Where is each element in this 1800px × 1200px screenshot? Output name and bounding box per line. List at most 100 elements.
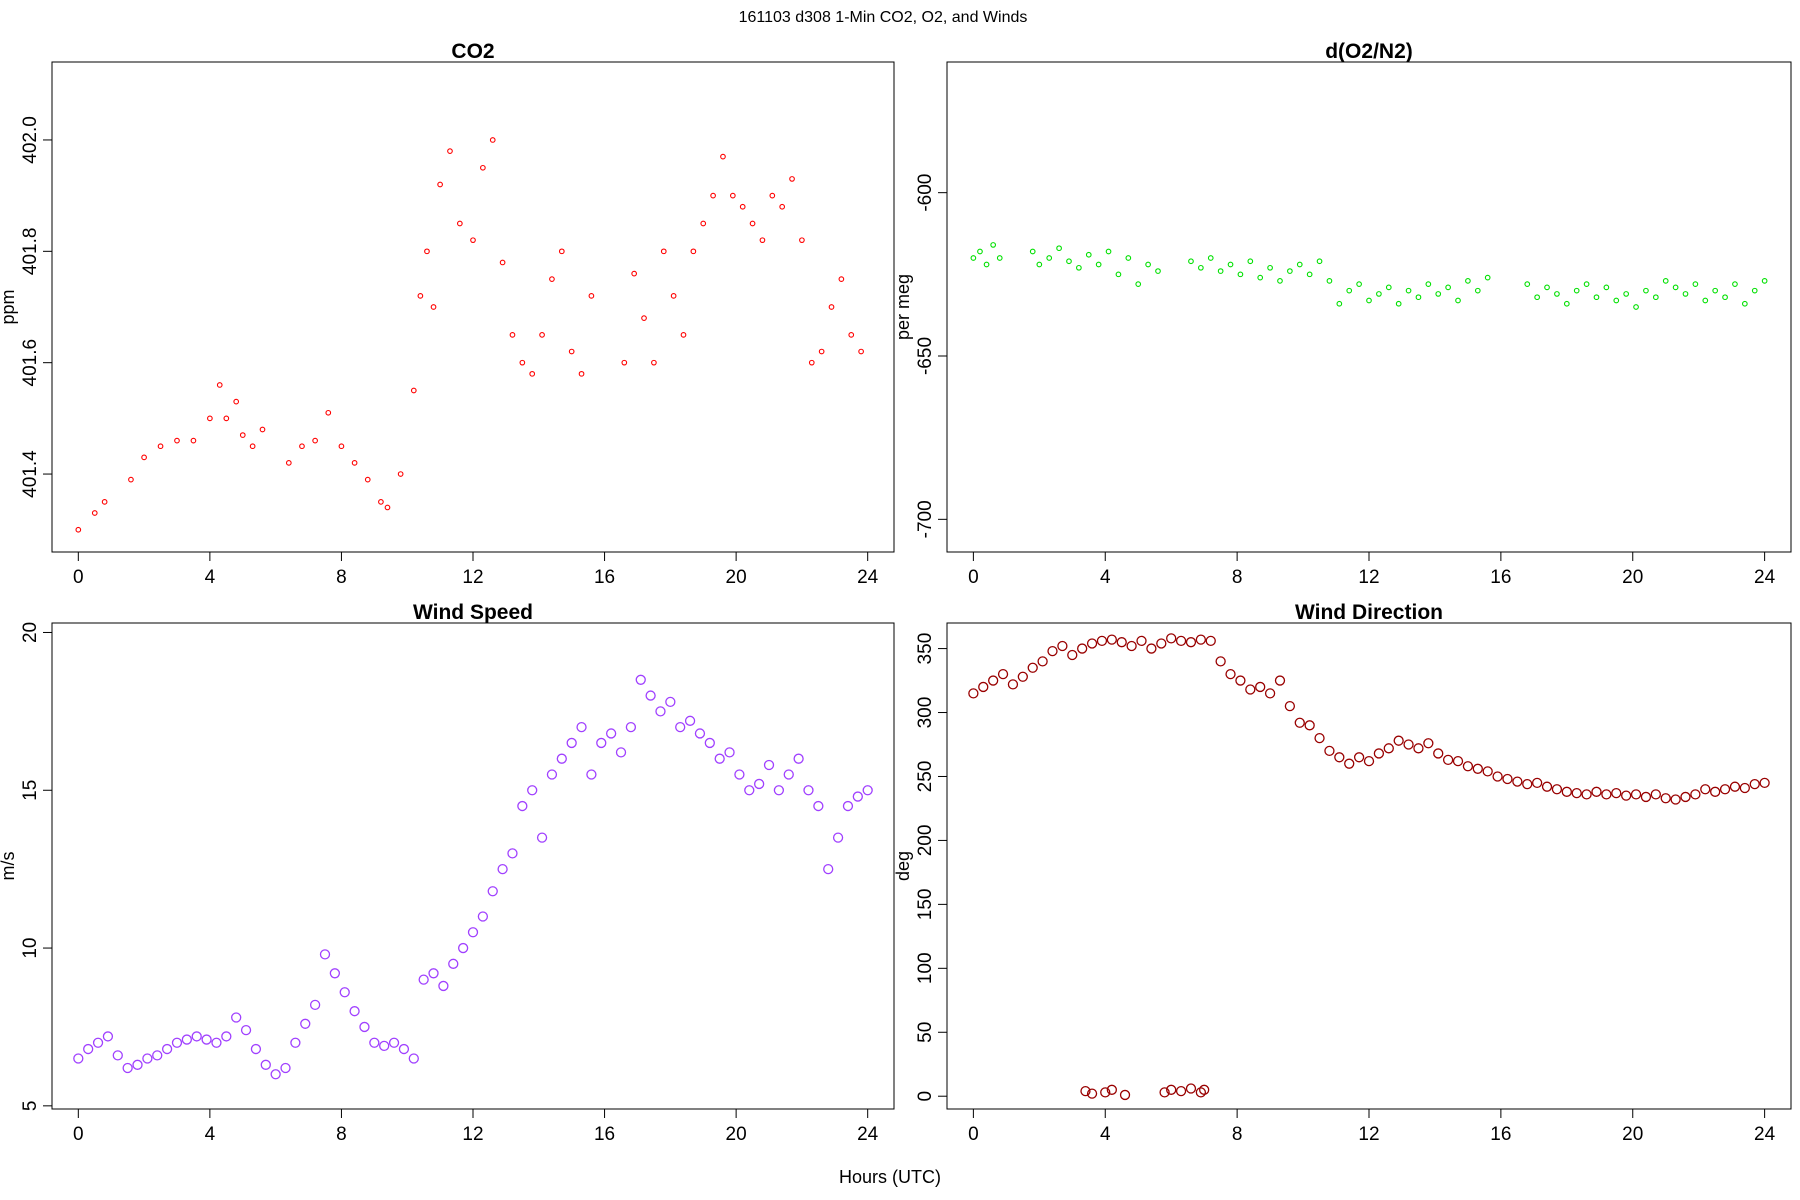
o2-data-point <box>1135 281 1142 287</box>
o2-data-point <box>1544 284 1550 291</box>
o2-data-point <box>996 255 1003 261</box>
wind-direction-x-tick-label: 4 <box>1100 1124 1111 1145</box>
co2-y-tick-label: 402.0 <box>20 116 41 164</box>
wind-speed-data-point <box>270 1069 281 1080</box>
co2-data-point <box>410 387 417 394</box>
wind-speed-data-point <box>467 927 479 938</box>
co2-data-point <box>378 499 384 505</box>
wind-direction-data-point <box>1581 789 1592 800</box>
o2-data-point <box>1732 281 1738 287</box>
wind-direction-x-tick-label: 16 <box>1490 1124 1511 1145</box>
o2-data-point <box>1356 281 1362 287</box>
o2-data-point <box>1267 264 1273 271</box>
o2-data-point <box>1056 245 1062 252</box>
co2-data-point <box>174 437 180 444</box>
co2-data-point <box>75 526 82 533</box>
co2-data-point <box>568 348 575 355</box>
wind-direction-data-point <box>1007 679 1019 690</box>
o2-data-point <box>1425 281 1432 287</box>
wind-direction-y-tick-label: 0 <box>915 1091 936 1102</box>
wind-direction-data-point <box>1353 752 1365 763</box>
wind-speed-y-axis-label: m/s <box>0 852 18 881</box>
co2-data-point <box>285 460 292 466</box>
wind-speed-data-point <box>823 864 834 875</box>
o2-data-point <box>983 261 990 268</box>
wind-direction-data-point <box>1255 681 1266 693</box>
wind-direction-data-point <box>1670 794 1681 805</box>
co2-x-tick-label: 20 <box>726 567 747 588</box>
co2-x-tick-label: 8 <box>336 567 347 588</box>
wind-speed-data-point <box>250 1043 262 1055</box>
co2-data-point <box>424 248 430 255</box>
co2-plot-frame <box>51 61 895 553</box>
co2-data-point <box>364 476 371 483</box>
wind-speed-data-point <box>507 848 518 859</box>
wind-speed-y-tick-label: 5 <box>20 1101 41 1112</box>
wind-direction-data-point <box>1423 738 1434 749</box>
o2-y-tick-label: -600 <box>915 174 936 212</box>
wind-direction-data-point <box>1096 635 1108 647</box>
wind-direction-data-point <box>1086 638 1098 649</box>
o2-data-point <box>1076 264 1082 271</box>
o2-x-tick-label: 8 <box>1232 567 1243 588</box>
wind-speed-x-tick-label: 0 <box>73 1124 84 1145</box>
co2-data-point <box>417 293 424 299</box>
co2-data-point <box>437 181 443 188</box>
o2-y-tick-label: -650 <box>915 337 936 375</box>
wind-direction-data-point <box>1393 735 1404 746</box>
o2-data-point <box>1712 287 1719 294</box>
o2-data-point <box>1603 284 1610 291</box>
o2-data-point <box>1188 258 1194 265</box>
co2-data-point <box>539 331 545 338</box>
wind-speed-data-point <box>497 864 508 875</box>
wind-speed-data-point <box>684 715 696 726</box>
co2-data-point <box>799 237 805 244</box>
wind-speed-data-point <box>655 706 666 717</box>
wind-direction-plot-frame <box>946 622 1792 1110</box>
o2-panel: d(O2/N2) 0 4 8 12 16 20 24 -700 -650 -600 per meg <box>893 40 1792 588</box>
o2-data-point <box>1474 287 1481 294</box>
co2-y-tick-label: 401.8 <box>20 228 41 276</box>
wind-direction-data-point <box>1264 688 1276 699</box>
co2-data-point <box>588 293 595 299</box>
o2-data-point <box>1761 278 1768 284</box>
co2-data-point <box>489 137 496 143</box>
wind-direction-data-point <box>1199 1084 1210 1095</box>
wind-speed-data-point <box>280 1062 291 1074</box>
wind-direction-data-point <box>1334 752 1345 763</box>
wind-direction-data-point <box>1080 1085 1091 1097</box>
wind-direction-data-point <box>1472 763 1483 774</box>
wind-direction-data-point <box>1175 635 1187 647</box>
co2-data-point <box>233 398 240 405</box>
wind-speed-data-point <box>842 800 854 812</box>
o2-data-point <box>1376 291 1382 297</box>
wind-direction-data-point <box>1739 782 1750 794</box>
o2-x-tick-label: 16 <box>1490 567 1511 588</box>
wind-speed-data-point <box>734 769 745 780</box>
o2-data-point <box>1336 300 1343 307</box>
o2-data-point <box>1237 271 1244 278</box>
co2-data-point <box>470 237 476 244</box>
wind-direction-y-tick-label: 50 <box>915 1022 936 1043</box>
o2-data-point <box>1366 297 1372 304</box>
wind-direction-x-tick-label: 12 <box>1358 1124 1379 1145</box>
wind-speed-data-point <box>359 1021 370 1033</box>
co2-data-point <box>430 304 437 310</box>
o2-title: d(O2/N2) <box>1325 40 1413 63</box>
wind-speed-data-point <box>605 728 617 739</box>
wind-direction-data-point <box>1433 748 1444 759</box>
co2-data-point <box>190 437 197 444</box>
wind-direction-data-point <box>1344 758 1355 769</box>
o2-data-point <box>1405 287 1412 294</box>
wind-speed-y-tick-label: 10 <box>20 937 41 958</box>
o2-data-point <box>1623 291 1630 297</box>
wind-direction-data-point <box>1700 784 1711 795</box>
wind-direction-data-point <box>1195 634 1207 645</box>
o2-data-point <box>1751 287 1758 294</box>
wind-direction-data-point <box>1442 754 1454 765</box>
wind-speed-data-point <box>161 1043 173 1055</box>
co2-data-point <box>769 192 776 199</box>
wind-speed-data-point <box>852 791 863 802</box>
wind-speed-y-tick-label: 20 <box>20 622 41 643</box>
wind-direction-x-tick-label: 8 <box>1232 1124 1243 1145</box>
